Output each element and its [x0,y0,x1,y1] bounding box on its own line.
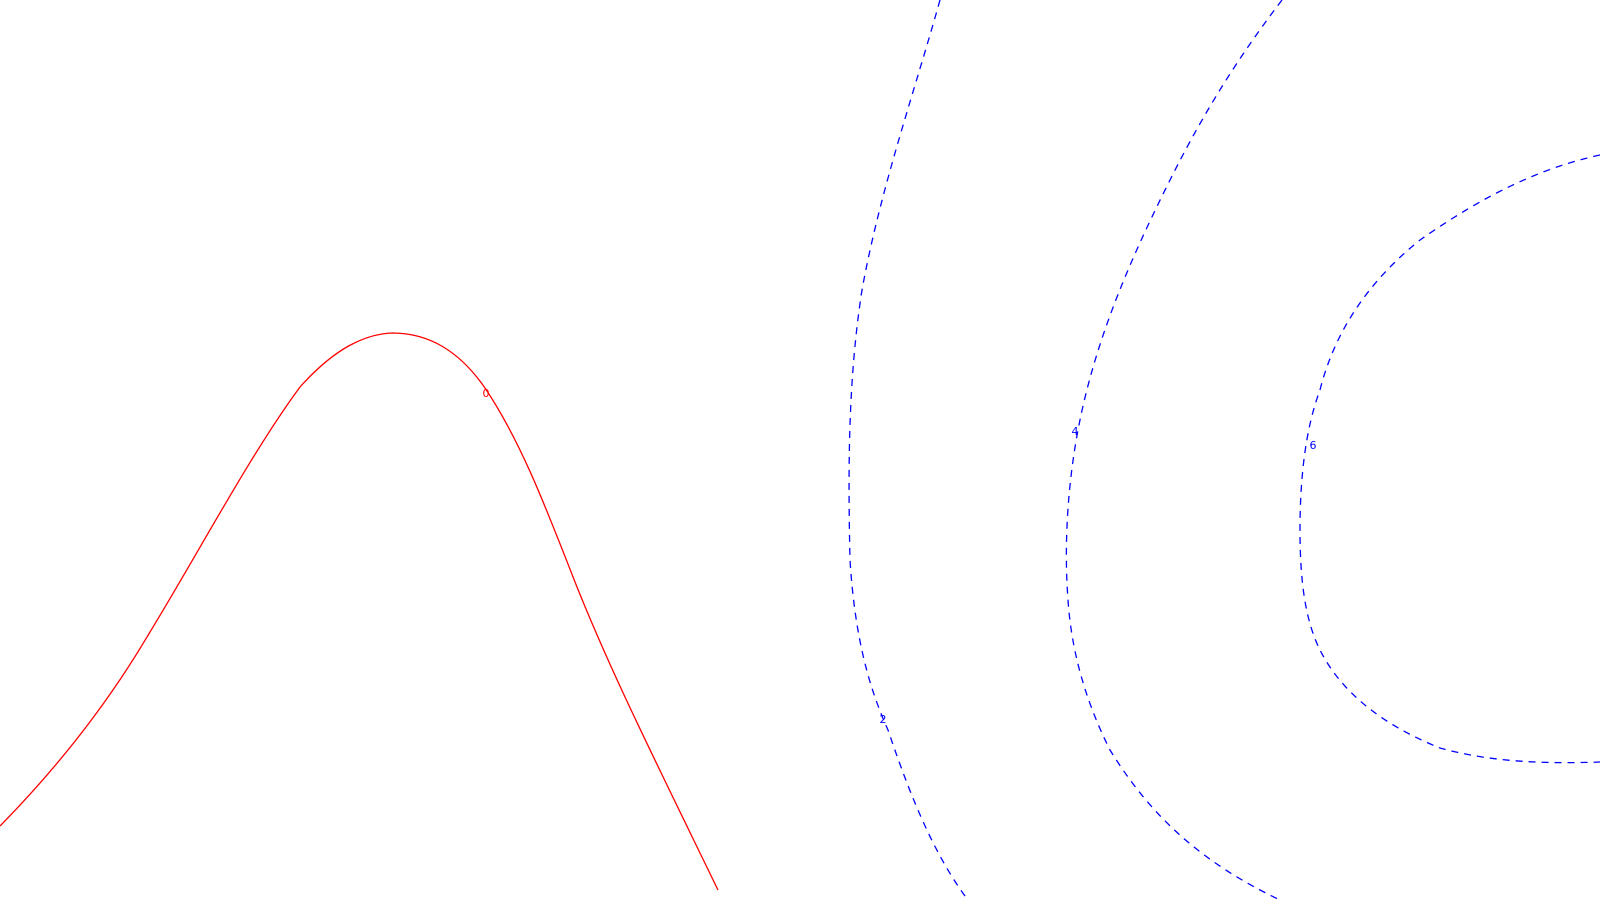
contour-line-level-2 [848,0,969,901]
contour-line-level-4 [1065,0,1283,901]
contour-line-level-6 [1299,154,1600,764]
contour-label-level-0: 0 [483,387,490,400]
contour-line-level-0 [0,332,719,891]
contour-label-level-2: 2 [880,713,887,726]
contour-label-level-6: 6 [1310,439,1317,452]
contour-label-level-4: 4 [1072,425,1079,438]
contour-labels: 0 2 4 6 [483,387,1317,726]
